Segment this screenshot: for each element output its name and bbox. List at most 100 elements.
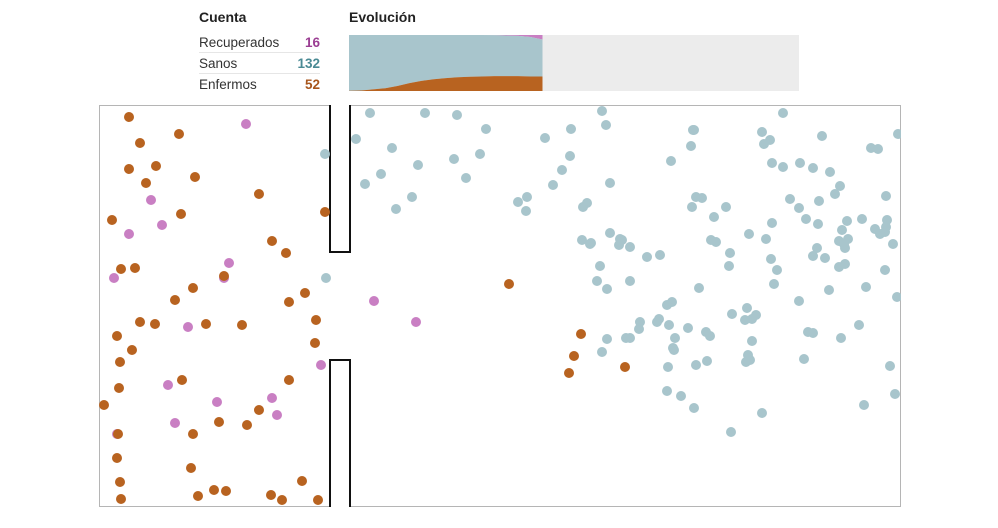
particle-healthy <box>413 160 423 170</box>
particle-healthy <box>676 391 686 401</box>
particle-healthy <box>814 196 824 206</box>
particle-healthy <box>662 386 672 396</box>
evolution-chart <box>349 35 799 91</box>
particle-healthy <box>817 131 827 141</box>
particle-healthy <box>701 327 711 337</box>
particle-healthy <box>778 108 788 118</box>
particle-sick <box>193 491 203 501</box>
simulation-border <box>99 105 901 507</box>
particle-healthy <box>475 149 485 159</box>
particle-healthy <box>420 108 430 118</box>
particle-healthy <box>691 192 701 202</box>
particle-sick <box>620 362 630 372</box>
count-value-recovered: 16 <box>304 35 320 50</box>
particle-sick <box>267 236 277 246</box>
particle-recovered <box>163 380 173 390</box>
particle-healthy <box>521 206 531 216</box>
particle-healthy <box>881 191 891 201</box>
particle-sick <box>190 172 200 182</box>
particle-healthy <box>857 214 867 224</box>
particle-healthy <box>666 156 676 166</box>
particle-healthy <box>830 189 840 199</box>
particle-healthy <box>766 254 776 264</box>
particle-healthy <box>320 149 330 159</box>
particle-healthy <box>834 262 844 272</box>
particle-healthy <box>670 333 680 343</box>
particle-healthy <box>725 248 735 258</box>
particle-healthy <box>893 129 901 139</box>
particle-sick <box>576 329 586 339</box>
particle-sick <box>188 429 198 439</box>
particle-healthy <box>691 360 701 370</box>
particle-sick <box>254 189 264 199</box>
particle-sick <box>297 476 307 486</box>
particle-healthy <box>888 239 898 249</box>
particle-healthy <box>721 202 731 212</box>
particle-healthy <box>757 127 767 137</box>
particle-recovered <box>212 397 222 407</box>
particle-sick <box>284 375 294 385</box>
particle-healthy <box>663 362 673 372</box>
series-area-sanos <box>349 35 543 91</box>
particle-healthy <box>407 192 417 202</box>
particle-sick <box>237 320 247 330</box>
particle-healthy <box>767 158 777 168</box>
particle-sick <box>186 463 196 473</box>
particle-recovered <box>124 229 134 239</box>
particle-healthy <box>761 234 771 244</box>
simulation-box <box>99 105 901 507</box>
particle-healthy <box>597 106 607 116</box>
particle-healthy <box>688 125 698 135</box>
particle-healthy <box>449 154 459 164</box>
particle-healthy <box>859 400 869 410</box>
particle-sick <box>112 453 122 463</box>
particle-sick <box>112 331 122 341</box>
count-value-healthy: 132 <box>297 56 320 71</box>
particle-sick <box>99 400 109 410</box>
particle-healthy <box>747 336 757 346</box>
particle-healthy <box>842 216 852 226</box>
particle-recovered <box>369 296 379 306</box>
particle-sick <box>127 345 137 355</box>
particle-healthy <box>614 240 624 250</box>
particle-healthy <box>595 261 605 271</box>
particle-sick <box>313 495 323 505</box>
particle-healthy <box>854 320 864 330</box>
count-label-recovered: Recuperados <box>199 35 280 50</box>
particle-healthy <box>565 151 575 161</box>
particle-sick <box>284 297 294 307</box>
particle-sick <box>201 319 211 329</box>
count-label-healthy: Sanos <box>199 56 238 71</box>
particle-healthy <box>689 403 699 413</box>
particle-healthy <box>557 165 567 175</box>
count-row-healthy: Sanos 132 <box>199 54 320 74</box>
particle-healthy <box>387 143 397 153</box>
particle-sick <box>115 477 125 487</box>
particle-healthy <box>808 163 818 173</box>
particle-sick <box>114 383 124 393</box>
particle-healthy <box>709 212 719 222</box>
particle-sick <box>281 248 291 258</box>
particle-healthy <box>778 162 788 172</box>
particle-sick <box>300 288 310 298</box>
particle-healthy <box>365 108 375 118</box>
particle-healthy <box>801 214 811 224</box>
particle-healthy <box>625 242 635 252</box>
evolution-title: Evolución <box>349 9 416 25</box>
particle-healthy <box>820 253 830 263</box>
particle-sick <box>214 417 224 427</box>
particle-healthy <box>513 197 523 207</box>
particle-healthy <box>835 181 845 191</box>
particle-healthy <box>662 300 672 310</box>
particle-healthy <box>744 229 754 239</box>
particle-healthy <box>452 110 462 120</box>
particle-healthy <box>882 215 892 225</box>
particle-healthy <box>742 303 752 313</box>
particle-healthy <box>602 334 612 344</box>
particle-healthy <box>686 141 696 151</box>
particle-sick <box>151 161 161 171</box>
particle-sick <box>170 295 180 305</box>
particle-healthy <box>785 194 795 204</box>
particle-healthy <box>727 309 737 319</box>
particle-sick <box>177 375 187 385</box>
